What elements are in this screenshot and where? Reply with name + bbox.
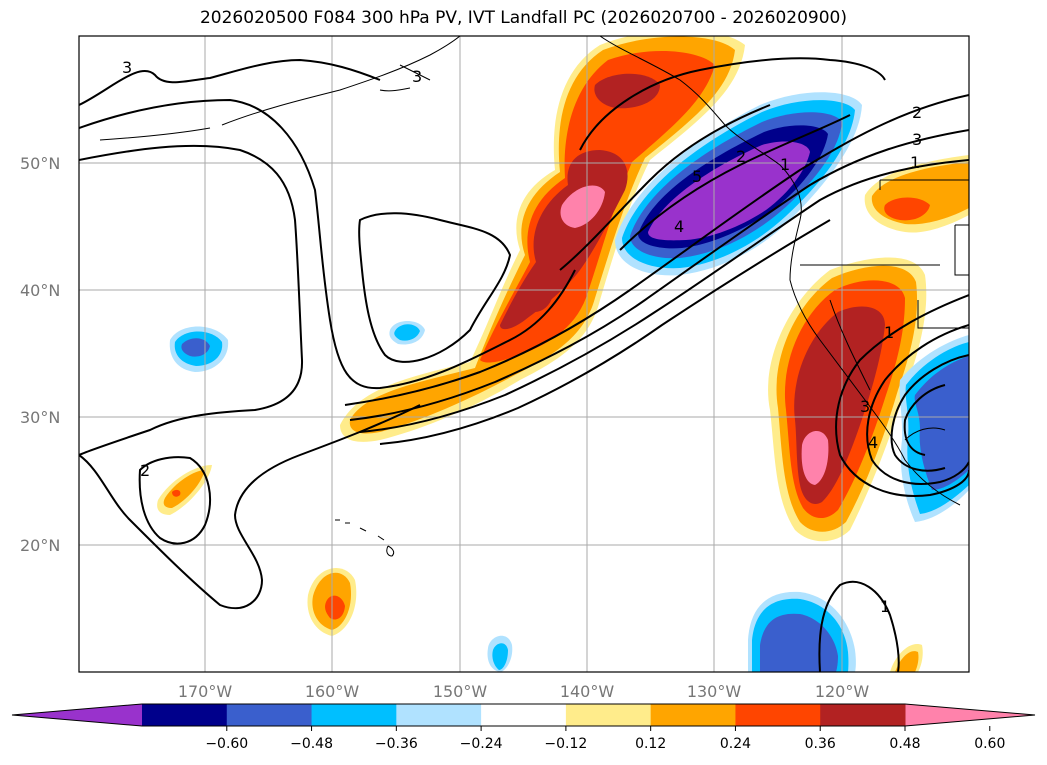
lon-label: 120°W: [815, 682, 870, 701]
lon-label: 170°W: [178, 682, 233, 701]
colorbar-extend-low: [12, 704, 142, 726]
lat-label: 30°N: [20, 408, 60, 427]
colorbar-segment: [820, 704, 906, 726]
colorbar-segment: [565, 704, 652, 726]
contour-label: 2: [736, 147, 746, 166]
gridlines: [79, 36, 969, 672]
contour-label: 4: [674, 217, 684, 236]
colorbar-tick-label: 0.24: [720, 736, 751, 752]
colorbar-segment: [142, 704, 228, 726]
figure-title: 2026020500 F084 300 hPa PV, IVT Landfall…: [199, 8, 847, 28]
colorbar-tick-label: 0.12: [635, 736, 666, 752]
contour-label: 3: [412, 67, 422, 86]
lon-label: 160°W: [305, 682, 360, 701]
lon-label: 130°W: [687, 682, 742, 701]
map-frame: [78, 35, 970, 673]
lon-label: 150°W: [433, 682, 488, 701]
coastal-positive-plume: [768, 257, 927, 542]
colorbar-tick-label: 0.48: [889, 736, 920, 752]
colorbar-segment: [311, 704, 397, 726]
colorbar-tick-label: −0.24: [460, 736, 503, 752]
negative-anomaly-pacific-nw: [615, 92, 862, 276]
colorbar-tick-label: −0.60: [205, 736, 248, 752]
map-area: 3 3 2 1 5 4 3 2 1 2 1 3 4 1: [79, 36, 969, 672]
small-positive-blobs: [157, 155, 969, 672]
colorbar-tick-label: −0.36: [375, 736, 418, 752]
colorbar-tick-label: −0.12: [544, 736, 587, 752]
contour-label: 1: [884, 323, 894, 342]
contour-label: 3: [122, 58, 132, 77]
lat-label: 20°N: [20, 536, 60, 555]
contour-label: 2: [912, 103, 922, 122]
contour-label: 1: [780, 155, 790, 174]
contour-label: 4: [868, 433, 878, 452]
colorbar-segment: [481, 704, 567, 726]
colorbar-segment: [226, 704, 313, 726]
contour-label: 5: [692, 167, 702, 186]
colorbar-tick-label: −0.48: [290, 736, 333, 752]
longitude-labels: 170°W 160°W 150°W 140°W 130°W 120°W: [178, 682, 870, 701]
colorbar-tick-label: 0.60: [974, 736, 1005, 752]
colorbar: −0.60 −0.48 −0.36 −0.24 −0.12 0.12 0.24 0.36 0.4…: [11, 703, 1036, 752]
lon-label: 140°W: [560, 682, 615, 701]
latitude-labels: 50°N 40°N 30°N 20°N: [20, 154, 60, 555]
lat-label: 40°N: [20, 281, 60, 300]
contour-label: 2: [140, 461, 150, 480]
colorbar-tick-label: 0.36: [805, 736, 836, 752]
pv-contour-labels: 3 3 2 1 5 4 3 2 1 2 1 3 4 1: [122, 58, 922, 616]
contour-label: 1: [880, 597, 890, 616]
colorbar-segment: [735, 704, 821, 726]
lat-label: 50°N: [20, 154, 60, 173]
colorbar-segment: [650, 704, 736, 726]
colorbar-segment: [396, 704, 482, 726]
contour-label: 1: [910, 153, 920, 172]
contour-label: 3: [860, 397, 870, 416]
colorbar-extend-high: [905, 704, 1035, 726]
coastlines: [99, 36, 969, 557]
positive-anomaly-plume: [340, 36, 745, 442]
contour-label: 3: [912, 130, 922, 149]
pv-contours: [79, 57, 969, 672]
